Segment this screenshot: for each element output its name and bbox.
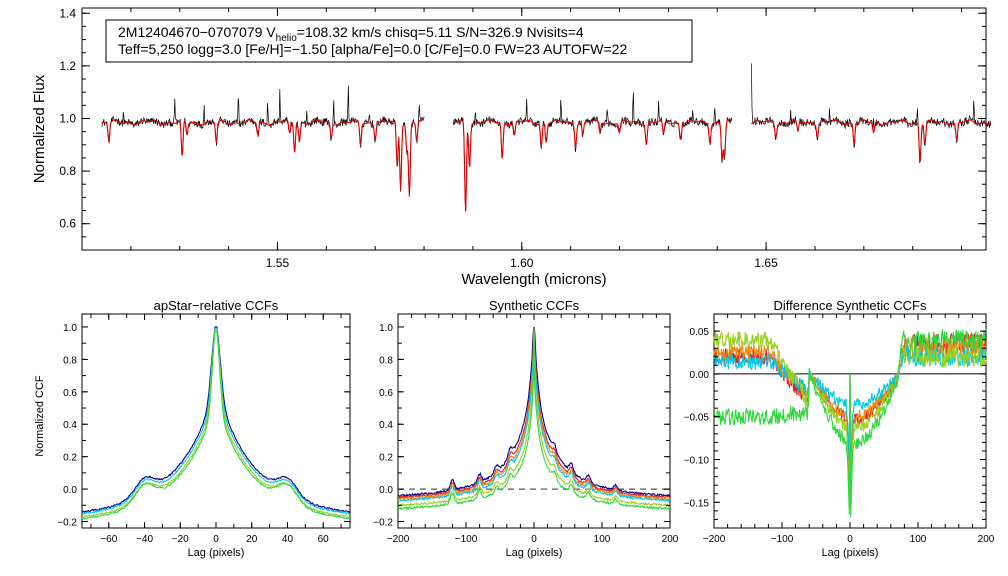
apstar-xlabel: Lag (pixels) (188, 547, 245, 559)
synthetic-ytick-label: 0.0 (379, 485, 393, 496)
synthetic-series-line (397, 329, 671, 503)
synthetic-ytick-label: 0.8 (379, 355, 393, 366)
synthetic-ytick-label: 0.4 (379, 420, 393, 431)
difference-xtick-label: 100 (910, 534, 927, 545)
apstar-series-line (81, 328, 351, 515)
spectrum-panel: 1.55 1.60 1.65 0.6 0.8 1.0 1.2 1.4 Wavelength (… (31, 6, 992, 288)
spectrum-plot-area (101, 63, 992, 212)
apstar-ytick-label: 0.6 (63, 388, 77, 399)
synthetic-ytick-label: 1.0 (379, 323, 393, 334)
difference-ytick-label: −0.10 (684, 456, 710, 467)
apstar-ytick-label: 0.4 (63, 420, 77, 431)
apstar-ytick-label: 0.0 (63, 485, 77, 496)
synthetic-series-line (397, 326, 671, 498)
spectrum-info-box: 2M12404670−0707079 Vhelio=108.32 km/s ch… (105, 19, 693, 63)
synthetic-xlabel: Lag (pixels) (506, 547, 563, 559)
apstar-xtick-label: −40 (136, 534, 153, 545)
spectrum-ytick-label: 1.4 (59, 6, 76, 20)
synthetic-xtick-label: 100 (594, 534, 611, 545)
synthetic-plot-area (397, 326, 671, 511)
spectrum-ytick-label: 0.8 (59, 164, 76, 178)
synthetic-series-line (398, 327, 671, 500)
spectrum-xtick-label: 1.60 (510, 256, 534, 270)
difference-title: Difference Synthetic CCFs (774, 298, 927, 313)
apstar-ylabel: Normalized CCF (34, 375, 46, 457)
spectrum-ytick-label: 1.0 (59, 111, 76, 125)
spectrum-info-line1: 2M12404670−0707079 Vhelio=108.32 km/s ch… (118, 24, 584, 44)
apstar-title: apStar−relative CCFs (154, 298, 279, 313)
synthetic-series-line (397, 330, 671, 508)
difference-ytick-label: −0.15 (684, 498, 710, 509)
apstar-axes: −60 −40 −20 0 20 40 60 −0.2 0.0 0.2 0.4 0.6 0.8 1.0 (57, 314, 350, 545)
synthetic-ytick-label: −0.2 (373, 518, 393, 529)
synthetic-axes: −200 −100 0 100 200 −0.2 0.0 0.2 0.4 0.6 0.8 1.0 (373, 314, 679, 545)
apstar-series-line (81, 326, 351, 514)
apstar-xtick-label: 60 (318, 534, 330, 545)
apstar-ytick-label: −0.2 (57, 518, 77, 529)
difference-plot-area (713, 329, 987, 518)
difference-xlabel: Lag (pixels) (822, 547, 879, 559)
apstar-panel: apStar−relative CCFs −60 −40 −20 0 20 40 60 −0.… (34, 298, 351, 559)
difference-ytick-label: 0.00 (690, 370, 710, 381)
spectrum-ylabel: Normalized Flux (31, 74, 48, 183)
spectrum-xtick-label: 1.65 (754, 256, 778, 270)
apstar-plot-area (81, 326, 351, 520)
apstar-plot-frame (81, 313, 351, 529)
spectrum-info-params: =108.32 km/s chisq=5.11 S/N=326.9 Nvisit… (297, 24, 584, 40)
apstar-series-line (81, 331, 351, 520)
synthetic-xtick-label: 200 (662, 534, 679, 545)
spectrum-info-star: 2M12404670−0707079 V (118, 24, 276, 40)
synthetic-xtick-label: −200 (387, 534, 410, 545)
apstar-xtick-label: −20 (172, 534, 189, 545)
spectrum-ytick-label: 0.6 (59, 217, 76, 231)
spectrum-observed-line (453, 92, 733, 210)
apstar-ytick-label: 0.8 (63, 355, 77, 366)
apstar-xtick-label: 0 (213, 534, 219, 545)
synthetic-panel: Synthetic CCFs −200 −100 0 100 200 −0.2 0.0 0.2… (373, 298, 679, 559)
synthetic-ytick-label: 0.2 (379, 453, 393, 464)
synthetic-series-line (397, 328, 671, 501)
apstar-xtick-label: −60 (100, 534, 117, 545)
spectrum-observed-line (101, 85, 425, 195)
difference-xtick-label: −200 (703, 534, 726, 545)
spectrum-model-line (101, 119, 425, 197)
difference-xtick-label: 200 (978, 534, 995, 545)
difference-ytick-label: −0.05 (684, 413, 710, 424)
difference-axes: −200 −100 0 100 200 −0.15 −0.10 −0.05 0.00 0.05 (684, 313, 995, 545)
spectrum-info-line2: Teff=5,250 logg=3.0 [Fe/H]=−1.50 [alpha/… (118, 41, 627, 57)
apstar-series-line (81, 329, 351, 518)
synthetic-title: Synthetic CCFs (489, 298, 580, 313)
difference-series-line (713, 329, 987, 518)
synthetic-xtick-label: 0 (531, 534, 537, 545)
apstar-xtick-label: 20 (246, 534, 258, 545)
spectrum-model-line (453, 119, 733, 212)
difference-xtick-label: 0 (847, 534, 853, 545)
spectrum-model-line (751, 119, 991, 162)
spectrum-info-subscript: helio (276, 33, 298, 44)
spectrum-observed-line (751, 63, 992, 164)
spectrum-xtick-label: 1.55 (266, 256, 290, 270)
synthetic-xtick-label: −100 (455, 534, 478, 545)
spectrum-axes: 1.55 1.60 1.65 0.6 0.8 1.0 1.2 1.4 (59, 6, 986, 270)
spectrum-xlabel: Wavelength (microns) (461, 271, 606, 288)
apstar-ytick-label: 0.2 (63, 453, 77, 464)
apstar-ytick-label: 1.0 (63, 323, 77, 334)
synthetic-ytick-label: 0.6 (379, 388, 393, 399)
spectrum-ytick-label: 1.2 (59, 59, 76, 73)
apstar-xtick-label: 40 (282, 534, 294, 545)
synthetic-series-line (397, 330, 671, 511)
difference-panel: Difference Synthetic CCFs −200 −100 0 100 20… (684, 298, 995, 545)
spectrum-plot-frame (81, 7, 987, 251)
difference-ytick-label: 0.05 (690, 327, 710, 338)
difference-xtick-label: −100 (771, 534, 794, 545)
